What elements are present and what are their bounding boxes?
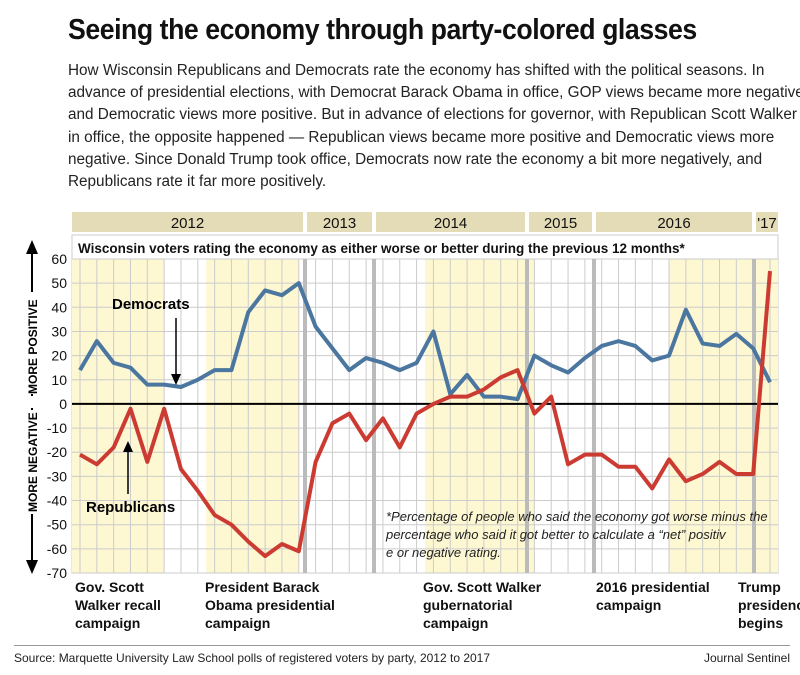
series-label-republicans: Republicans — [86, 499, 175, 516]
period-label-4: presidency — [738, 597, 800, 613]
y-tick-label: 10 — [51, 372, 67, 388]
period-label-1: Obama presidential — [205, 597, 335, 613]
arrow-up-icon — [123, 441, 133, 452]
period-label-0: Gov. Scott — [75, 579, 144, 595]
year-label: 2015 — [544, 215, 577, 232]
y-tick-label: -40 — [47, 493, 67, 509]
year-band — [529, 212, 592, 232]
y-tick-label: -70 — [47, 565, 67, 581]
y-tick-label: 30 — [51, 323, 67, 339]
period-label-4: begins — [738, 615, 783, 631]
period-label-2: campaign — [423, 615, 488, 631]
series-line-republicans — [79, 270, 772, 559]
period-label-2: Gov. Scott Walker — [423, 579, 542, 595]
campaign-shading — [425, 259, 535, 573]
period-label-1: campaign — [205, 615, 270, 631]
label-bg — [24, 410, 40, 514]
period-label-2: gubernatorial — [423, 597, 512, 613]
footer: Source: Marquette University Law School … — [14, 645, 790, 665]
y-tick-label: -50 — [47, 517, 67, 533]
y-tick-label: -10 — [47, 420, 67, 436]
y-tick-label: 60 — [51, 251, 67, 267]
label-bg — [24, 292, 40, 394]
y-tick-label: 40 — [51, 299, 67, 315]
period-label-4: Trump — [738, 579, 781, 595]
arrow-down-icon — [171, 374, 181, 385]
y-label-positive: MORE POSITIVE — [26, 299, 40, 394]
y-tick-label: -30 — [47, 468, 67, 484]
subtitle: How Wisconsin Republicans and Democrats … — [68, 62, 800, 191]
year-band — [307, 212, 372, 232]
period-label-0: campaign — [75, 615, 140, 631]
series-label-democrats: Democrats — [112, 296, 190, 313]
year-band — [596, 212, 752, 232]
y-tick-label: -60 — [47, 541, 67, 557]
year-label: 2014 — [434, 215, 467, 232]
y-label-negative: MORE NEGATIVE — [26, 412, 40, 512]
footnote-line: e or negative rating. — [386, 545, 501, 560]
y-tick-label: 50 — [51, 275, 67, 291]
source: Source: Marquette University Law School … — [14, 651, 491, 665]
y-tick-label: 0 — [59, 396, 67, 412]
year-label: 2012 — [171, 215, 204, 232]
arrow-down-icon — [26, 560, 38, 574]
campaign-shading — [770, 259, 778, 573]
period-label-3: 2016 presidential — [596, 579, 710, 595]
arrow-up-icon — [26, 240, 38, 254]
y-tick-label: -20 — [47, 444, 67, 460]
period-label-0: Walker recall — [75, 597, 161, 613]
period-label-1: President Barack — [205, 579, 320, 595]
series-line-democrats — [78, 281, 772, 402]
footnote-line: *Percentage of people who said the econo… — [386, 509, 768, 524]
year-label: '17 — [757, 215, 777, 232]
y-tick-label: 20 — [51, 348, 67, 364]
year-band — [756, 212, 778, 232]
year-band — [72, 212, 303, 232]
year-band — [376, 212, 525, 232]
year-label: 2016 — [657, 215, 690, 232]
credit: Journal Sentinel — [703, 651, 790, 665]
footnote-line: percentage who said it got better to cal… — [385, 527, 727, 542]
chart-title: Wisconsin voters rating the economy as e… — [78, 241, 686, 256]
period-label-3: campaign — [596, 597, 661, 613]
year-label: 2013 — [323, 215, 356, 232]
headline: Seeing the economy through party-colored… — [68, 14, 697, 46]
campaign-shading — [72, 259, 165, 573]
